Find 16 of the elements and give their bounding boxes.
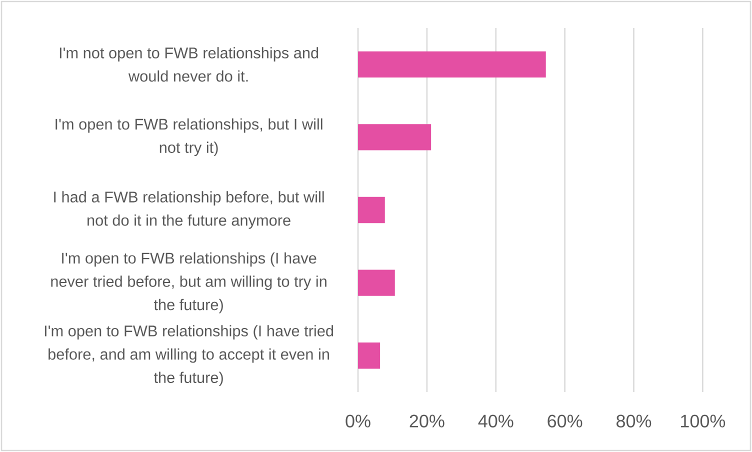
bar bbox=[358, 270, 395, 296]
x-tick-label: 80% bbox=[616, 414, 652, 428]
bar bbox=[358, 124, 432, 150]
bar bbox=[358, 51, 546, 78]
y-tick-label: I'm not open to FWB relationships and would never do it. bbox=[60, 47, 318, 82]
bar bbox=[358, 342, 380, 369]
x-tick-label: 60% bbox=[548, 414, 582, 428]
bar bbox=[358, 196, 385, 224]
y-tick-label: I'm open to FWB relationships, but I will not try it) bbox=[56, 118, 322, 156]
y-tick-label: I'm open to FWB relationships (I have never tried before, but am willing to try in the future) bbox=[51, 252, 326, 314]
x-tick-label: 100% bbox=[681, 414, 726, 428]
y-tick-label: I'm open to FWB relationships (I have tried before, and am willing to accept it even in the future) bbox=[44, 325, 334, 386]
y-tick-label: I had a FWB relationship before, but will not do it in the future anymore bbox=[54, 191, 324, 229]
x-tick-label: 40% bbox=[478, 414, 514, 428]
x-tick-label: 0% bbox=[346, 414, 370, 428]
x-tick-label: 20% bbox=[410, 414, 444, 428]
